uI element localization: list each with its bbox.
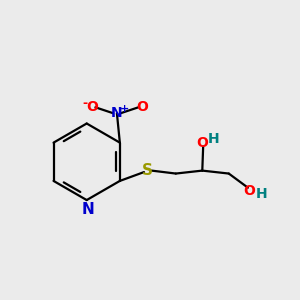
Text: O: O bbox=[86, 100, 98, 114]
Text: N: N bbox=[111, 106, 123, 120]
Text: -: - bbox=[83, 97, 88, 110]
Text: S: S bbox=[142, 163, 153, 178]
Text: O: O bbox=[136, 100, 148, 114]
Text: H: H bbox=[207, 132, 219, 146]
Text: O: O bbox=[196, 136, 208, 150]
Text: H: H bbox=[255, 187, 267, 201]
Text: +: + bbox=[120, 104, 129, 114]
Text: N: N bbox=[82, 202, 94, 217]
Text: O: O bbox=[244, 184, 255, 198]
